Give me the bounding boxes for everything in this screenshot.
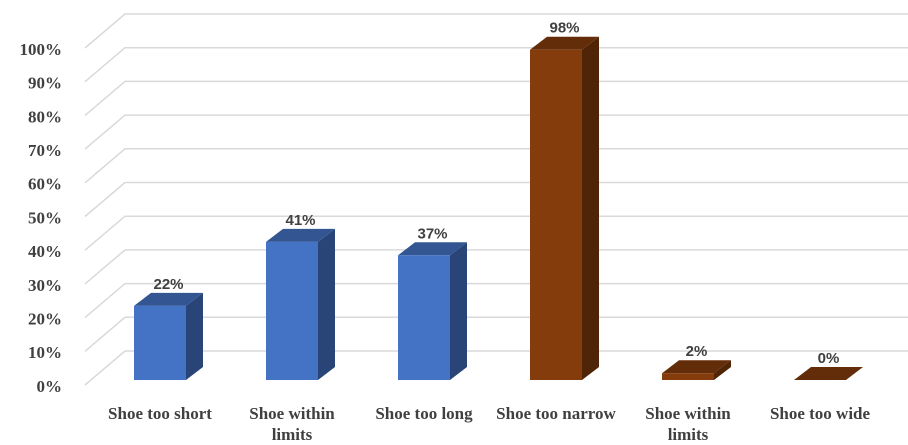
- y-tick-label: 90%: [28, 74, 62, 93]
- bar-side: [450, 242, 467, 380]
- y-tick-label: 60%: [28, 175, 62, 194]
- grid-line: [84, 282, 908, 319]
- bar: [398, 242, 467, 380]
- x-tick-label: Shoe within limits: [249, 404, 335, 444]
- grid-line: [84, 249, 908, 285]
- grid-line: [84, 181, 908, 218]
- x-tick-label: Shoe too short: [108, 404, 212, 423]
- y-tick-label: 100%: [20, 40, 63, 59]
- y-tick-label: 80%: [28, 107, 62, 126]
- bar-side: [318, 228, 335, 380]
- x-tick-label: Shoe too long: [375, 404, 473, 423]
- y-tick-label: 40%: [28, 242, 62, 261]
- grid-line: [84, 80, 908, 116]
- bar-side: [582, 36, 599, 381]
- grid-line: [84, 114, 908, 150]
- y-tick-label: 10%: [28, 343, 62, 362]
- bar-top: [794, 367, 863, 380]
- bar: [794, 367, 863, 380]
- y-tick-label: 0%: [37, 377, 63, 396]
- bar: [266, 228, 335, 380]
- x-tick-label: Shoe within limits: [645, 404, 731, 444]
- value-label: 98%: [549, 20, 579, 37]
- grid-line: [84, 215, 908, 251]
- bar-top: [266, 228, 335, 242]
- value-label: 0%: [818, 350, 840, 367]
- bar-front: [134, 305, 186, 380]
- y-tick-label: 50%: [28, 208, 62, 227]
- grid-line: [84, 350, 908, 386]
- value-label: 37%: [417, 225, 447, 242]
- bar-front: [530, 49, 582, 381]
- bar-front: [662, 373, 714, 380]
- grid-line: [84, 46, 908, 83]
- y-tick-label: 30%: [28, 276, 62, 295]
- grid-line: [84, 148, 908, 184]
- value-label: 2%: [686, 343, 708, 360]
- bar: [662, 360, 731, 380]
- bar-front: [266, 241, 318, 380]
- bar-side: [714, 360, 731, 380]
- bar-side: [186, 292, 203, 380]
- bar-top: [530, 36, 599, 50]
- bar: [134, 292, 203, 380]
- bar-top: [398, 242, 467, 256]
- bar-top: [662, 360, 731, 374]
- grid-line: [84, 13, 908, 49]
- y-tick-label: 70%: [28, 141, 62, 160]
- bar: [530, 36, 599, 381]
- value-label: 22%: [153, 276, 183, 293]
- y-tick-label: 20%: [28, 310, 62, 329]
- value-label: 41%: [285, 212, 315, 229]
- bar-front: [398, 255, 450, 380]
- x-tick-label: Shoe too narrow: [496, 404, 616, 423]
- bar-top: [134, 292, 203, 306]
- grid-line: [84, 316, 908, 352]
- x-tick-label: Shoe too wide: [769, 404, 871, 423]
